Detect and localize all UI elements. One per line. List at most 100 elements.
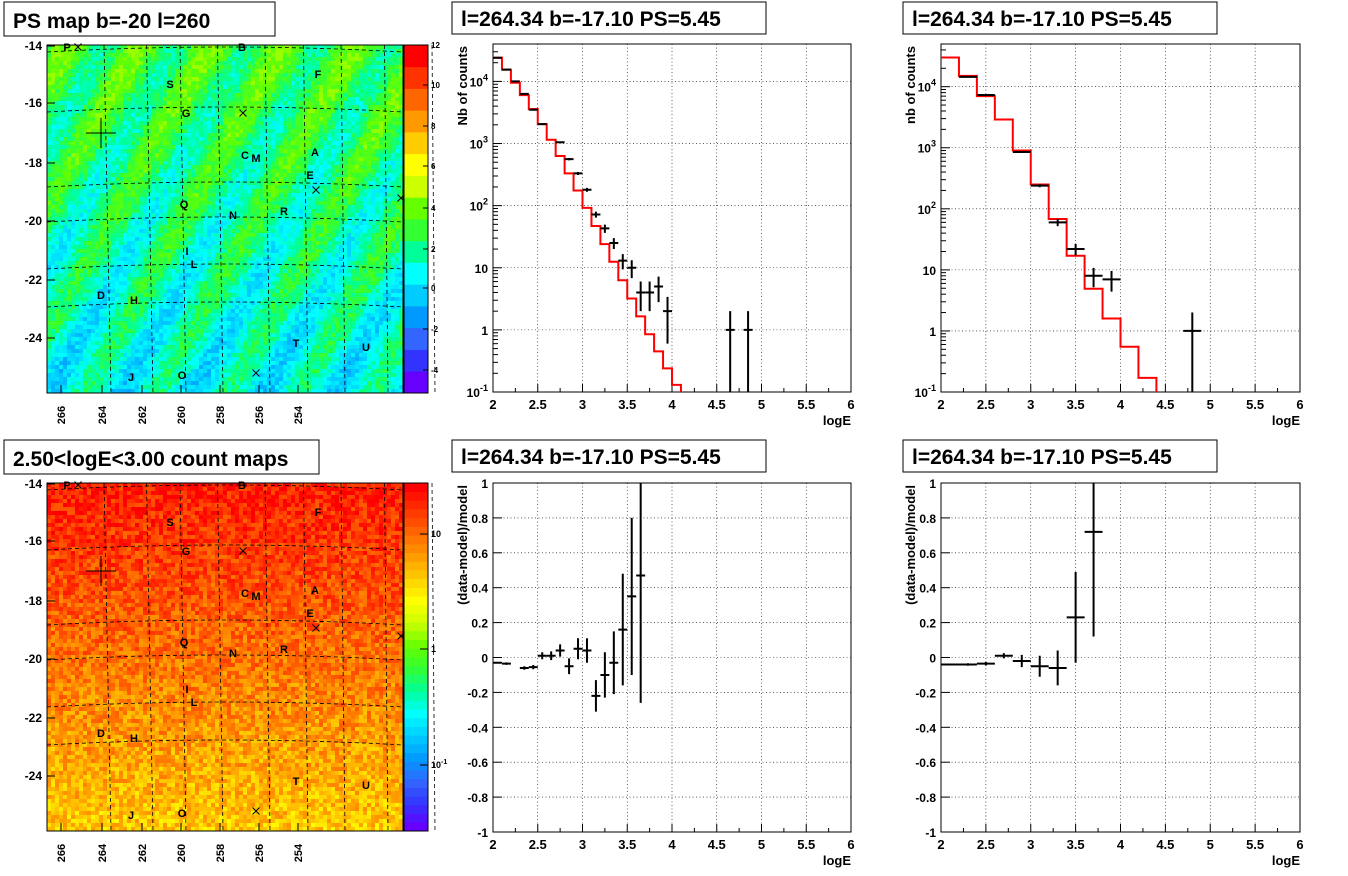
- map-pixel: [311, 133, 316, 138]
- map-pixel: [139, 153, 144, 158]
- map-pixel: [399, 225, 404, 230]
- map-pixel: [151, 45, 156, 50]
- map-pixel: [75, 165, 80, 170]
- map-pixel: [171, 81, 176, 86]
- map-pixel: [343, 185, 348, 190]
- map-pixel: [367, 213, 372, 218]
- map-pixel: [231, 185, 236, 190]
- map-pixel: [307, 221, 312, 226]
- map-pixel: [59, 105, 64, 110]
- map-pixel: [359, 185, 364, 190]
- map-pixel: [239, 137, 244, 142]
- map-pixel: [67, 205, 72, 210]
- map-pixel: [195, 241, 200, 246]
- map-pixel: [279, 61, 284, 66]
- map-pixel: [51, 197, 56, 202]
- map-pixel: [71, 125, 76, 130]
- map-pixel: [323, 177, 328, 182]
- map-pixel: [371, 117, 376, 122]
- map-pixel: [287, 45, 292, 50]
- map-pixel: [287, 153, 292, 158]
- map-pixel: [311, 57, 316, 62]
- map-pixel: [359, 45, 364, 50]
- map-pixel: [179, 81, 184, 86]
- map-pixel: [79, 77, 84, 82]
- map-pixel: [387, 165, 392, 170]
- map-pixel: [83, 149, 88, 154]
- map-pixel: [239, 181, 244, 186]
- map-pixel: [279, 257, 284, 262]
- map-pixel: [135, 201, 140, 206]
- map-pixel: [223, 189, 228, 194]
- map-pixel: [151, 57, 156, 62]
- map-pixel: [367, 109, 372, 114]
- map-pixel: [207, 101, 212, 106]
- map-pixel: [235, 77, 240, 82]
- map-pixel: [179, 49, 184, 54]
- map-pixel: [279, 217, 284, 222]
- map-pixel: [139, 145, 144, 150]
- map-pixel: [275, 53, 280, 58]
- map-pixel: [91, 157, 96, 162]
- map-pixel: [91, 217, 96, 222]
- map-pixel: [47, 105, 52, 110]
- map-pixel: [135, 65, 140, 70]
- map-pixel: [399, 85, 404, 90]
- map-pixel: [95, 125, 100, 130]
- map-pixel: [359, 197, 364, 202]
- map-pixel: [75, 177, 80, 182]
- map-pixel: [87, 113, 92, 118]
- map-pixel: [179, 165, 184, 170]
- map-pixel: [271, 233, 276, 238]
- map-pixel: [107, 185, 112, 190]
- map-pixel: [231, 177, 236, 182]
- map-pixel: [187, 89, 192, 94]
- map-pixel: [103, 141, 108, 146]
- map-pixel: [163, 201, 168, 206]
- map-pixel: [231, 173, 236, 178]
- map-pixel: [359, 233, 364, 238]
- map-pixel: [111, 109, 116, 114]
- map-pixel: [115, 141, 120, 146]
- map-pixel: [291, 197, 296, 202]
- map-pixel: [355, 245, 360, 250]
- map-pixel: [319, 173, 324, 178]
- map-pixel: [259, 101, 264, 106]
- map-pixel: [47, 225, 52, 230]
- map-pixel: [59, 225, 64, 230]
- map-pixel: [91, 253, 96, 258]
- map-pixel: [159, 197, 164, 202]
- map-pixel: [103, 193, 108, 198]
- map-pixel: [163, 97, 168, 102]
- map-pixel: [371, 233, 376, 238]
- map-pixel: [371, 89, 376, 94]
- map-pixel: [247, 265, 252, 270]
- map-pixel: [295, 97, 300, 102]
- map-pixel: [335, 221, 340, 226]
- map-pixel: [283, 53, 288, 58]
- map-pixel: [51, 245, 56, 250]
- map-pixel: [375, 241, 380, 246]
- map-pixel: [127, 157, 132, 162]
- map-pixel: [203, 77, 208, 82]
- map-pixel: [191, 121, 196, 126]
- map-pixel: [187, 73, 192, 78]
- map-pixel: [399, 149, 404, 154]
- map-pixel: [343, 45, 348, 50]
- map-pixel: [247, 105, 252, 110]
- map-pixel: [163, 77, 168, 82]
- map-pixel: [319, 113, 324, 118]
- map-pixel: [267, 53, 272, 58]
- map-pixel: [383, 217, 388, 222]
- map-pixel: [267, 209, 272, 214]
- map-pixel: [59, 221, 64, 226]
- map-pixel: [87, 45, 92, 50]
- map-pixel: [215, 213, 220, 218]
- map-pixel: [291, 189, 296, 194]
- map-pixel: [263, 93, 268, 98]
- map-pixel: [163, 113, 168, 118]
- map-pixel: [87, 237, 92, 242]
- map-pixel: [251, 237, 256, 242]
- map-pixel: [55, 157, 60, 162]
- map-pixel: [339, 189, 344, 194]
